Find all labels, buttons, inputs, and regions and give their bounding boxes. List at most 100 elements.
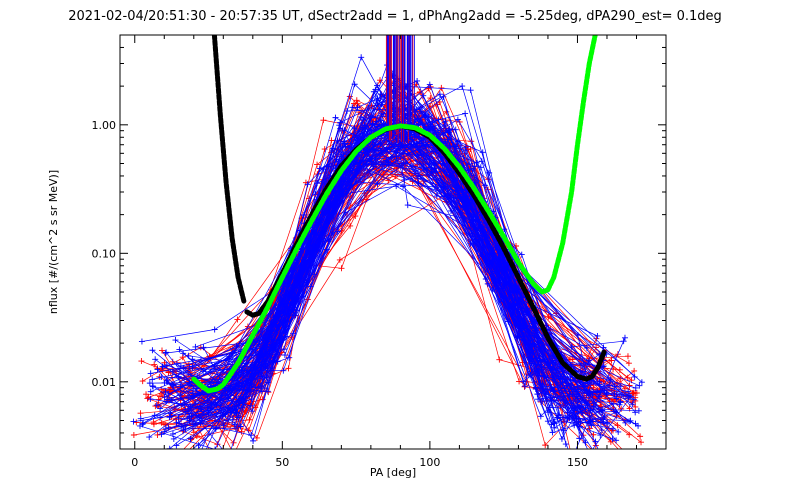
plot-frame bbox=[119, 34, 667, 450]
blue-marker bbox=[149, 376, 156, 383]
blue-marker bbox=[179, 466, 185, 472]
red-marker bbox=[158, 419, 165, 426]
red-marker bbox=[137, 410, 144, 417]
blue-marker bbox=[442, 138, 449, 145]
blue-marker bbox=[436, 91, 443, 98]
blue-marker bbox=[548, 386, 555, 393]
red-marker bbox=[285, 365, 292, 372]
blue-marker bbox=[404, 202, 411, 209]
blue-marker bbox=[431, 125, 438, 132]
blue-marker bbox=[166, 414, 173, 421]
blue-marker bbox=[446, 142, 453, 149]
blue-marker bbox=[635, 422, 642, 429]
blue-marker bbox=[550, 353, 557, 360]
blue-marker bbox=[478, 158, 485, 165]
red-marker bbox=[618, 405, 625, 412]
red-marker bbox=[252, 404, 259, 411]
x-tick-label: 50 bbox=[275, 456, 289, 469]
red-marker bbox=[606, 398, 613, 405]
blue-marker bbox=[189, 363, 196, 370]
red-marker bbox=[152, 403, 159, 410]
blue-marker bbox=[515, 323, 522, 330]
blue-marker bbox=[136, 422, 143, 429]
blue-marker bbox=[185, 395, 192, 402]
blue-marker bbox=[532, 386, 539, 393]
red-marker bbox=[468, 138, 475, 145]
blue-marker bbox=[229, 407, 236, 414]
red-marker bbox=[353, 97, 360, 104]
blue-marker bbox=[625, 388, 632, 395]
blue-marker bbox=[157, 405, 164, 412]
red-marker bbox=[593, 344, 600, 351]
blue-marker bbox=[195, 412, 202, 419]
red-marker bbox=[592, 450, 598, 456]
blue-marker bbox=[448, 207, 455, 214]
red-marker bbox=[253, 434, 260, 441]
blue-marker bbox=[459, 83, 466, 90]
blue-marker bbox=[165, 424, 172, 431]
red-marker bbox=[632, 403, 639, 410]
blue-trace bbox=[197, 133, 601, 449]
blue-marker bbox=[147, 370, 154, 377]
blue-marker bbox=[189, 390, 196, 397]
blue-marker bbox=[258, 382, 265, 389]
red-marker bbox=[321, 146, 328, 153]
blue-marker bbox=[212, 446, 219, 449]
blue-marker bbox=[280, 346, 287, 353]
blue-marker bbox=[454, 116, 461, 123]
blue-marker bbox=[258, 388, 265, 395]
blue-marker bbox=[594, 388, 601, 395]
blue-marker bbox=[186, 417, 193, 424]
red-marker bbox=[143, 391, 150, 398]
blue-marker bbox=[635, 407, 642, 414]
blue-marker bbox=[162, 350, 169, 357]
blue-marker bbox=[398, 143, 405, 150]
blue-marker bbox=[158, 374, 165, 381]
blue-marker bbox=[482, 276, 489, 283]
blue-marker bbox=[163, 349, 170, 356]
blue-marker bbox=[611, 391, 618, 398]
blue-marker bbox=[414, 152, 421, 159]
blue-marker bbox=[180, 364, 187, 371]
blue-marker bbox=[428, 168, 435, 175]
blue-marker bbox=[613, 437, 620, 444]
blue-marker bbox=[364, 145, 371, 152]
blue-marker bbox=[385, 158, 392, 165]
blue-marker bbox=[586, 357, 593, 364]
x-tick-label: 100 bbox=[419, 456, 440, 469]
blue-marker bbox=[316, 165, 323, 172]
blue-marker bbox=[471, 163, 478, 170]
blue-trace bbox=[141, 75, 591, 423]
red-marker bbox=[438, 84, 445, 91]
blue-marker bbox=[549, 429, 556, 436]
red-marker bbox=[231, 451, 237, 457]
y-tick-label: 1.00 bbox=[92, 119, 117, 132]
blue-marker bbox=[264, 379, 271, 386]
blue-marker bbox=[286, 354, 293, 361]
blue-marker bbox=[165, 390, 172, 397]
red-marker bbox=[130, 432, 137, 439]
blue-marker bbox=[369, 139, 376, 146]
blue-marker bbox=[147, 388, 154, 395]
blue-marker bbox=[578, 361, 585, 368]
red-marker bbox=[628, 455, 634, 461]
blue-marker bbox=[304, 181, 311, 188]
blue-marker bbox=[557, 379, 564, 386]
blue-marker bbox=[358, 54, 365, 61]
blue-marker bbox=[582, 439, 589, 446]
blue-marker bbox=[140, 420, 147, 427]
blue-marker bbox=[190, 420, 197, 427]
blue-marker bbox=[582, 399, 589, 406]
blue-trace bbox=[169, 108, 567, 449]
red-marker bbox=[513, 242, 520, 249]
blue-marker bbox=[197, 419, 204, 426]
blue-marker bbox=[467, 87, 474, 94]
red-marker bbox=[214, 461, 220, 467]
red-marker bbox=[346, 93, 353, 100]
blue-marker bbox=[632, 409, 639, 416]
red-marker bbox=[234, 316, 241, 323]
red-marker bbox=[637, 433, 644, 440]
blue-marker bbox=[563, 382, 570, 389]
fit-layer bbox=[191, 35, 607, 394]
red-marker bbox=[625, 360, 632, 367]
